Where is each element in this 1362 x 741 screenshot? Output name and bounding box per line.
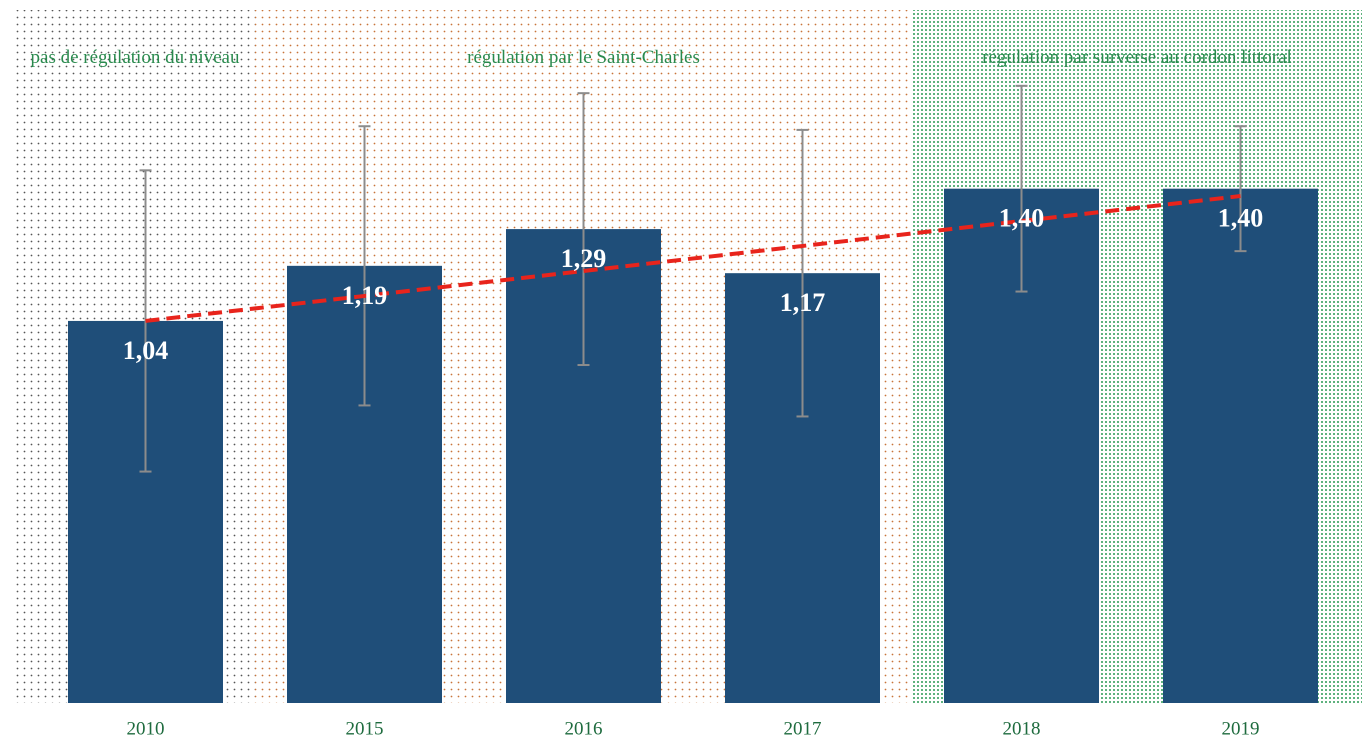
region-label: pas de régulation du niveau bbox=[30, 47, 240, 68]
x-tick-label: 2018 bbox=[1003, 718, 1041, 739]
error-bar bbox=[1015, 84, 1028, 293]
region-label: régulation par le Saint-Charles bbox=[467, 47, 700, 68]
x-tick-label: 2019 bbox=[1222, 718, 1260, 739]
x-tick-label: 2016 bbox=[565, 718, 603, 739]
value-label: 1,40 bbox=[999, 204, 1045, 233]
value-label: 1,17 bbox=[780, 288, 826, 317]
bar bbox=[1163, 188, 1318, 703]
value-label: 1,19 bbox=[342, 281, 388, 310]
error-bar bbox=[1234, 125, 1247, 253]
error-bar bbox=[577, 92, 590, 367]
error-bar bbox=[796, 128, 809, 418]
region-label: régulation par surverse au cordon littor… bbox=[982, 47, 1292, 68]
value-label: 1,04 bbox=[123, 336, 169, 365]
x-tick-label: 2010 bbox=[127, 718, 165, 739]
x-tick-label: 2015 bbox=[346, 718, 384, 739]
error-bar bbox=[358, 125, 371, 407]
trend-line bbox=[145, 194, 1241, 323]
x-tick-label: 2017 bbox=[784, 718, 822, 739]
value-label: 1,29 bbox=[561, 244, 607, 273]
value-label: 1,40 bbox=[1218, 204, 1264, 233]
